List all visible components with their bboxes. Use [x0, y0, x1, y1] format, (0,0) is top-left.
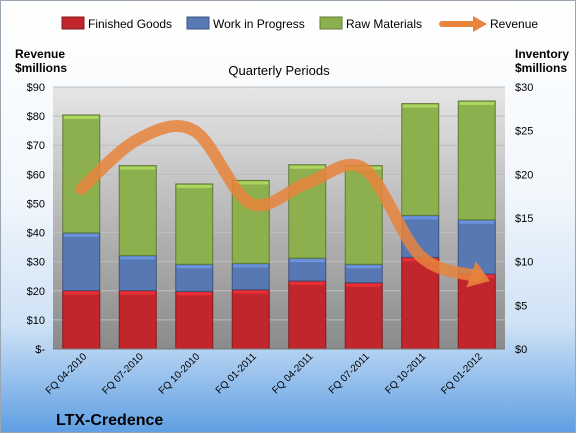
right-axis-ticks: $0 $5 $10 $15 $20 $25 $30	[515, 82, 533, 356]
x-tick-label: FQ 01-2012	[439, 351, 485, 397]
left-tick-label: $70	[27, 140, 45, 152]
bar-highlight	[289, 165, 325, 169]
x-tick-label: FQ 10-2010	[157, 351, 203, 397]
bar-highlight	[233, 181, 269, 185]
bar-highlight	[346, 283, 382, 287]
bar-work-in-progress	[231, 262, 270, 291]
bar-work-in-progress	[175, 263, 214, 292]
bar-highlight	[176, 292, 212, 296]
bar-work-in-progress	[118, 255, 157, 291]
bar-highlight	[120, 256, 156, 260]
bar-highlight	[233, 264, 269, 268]
bar-highlight	[176, 265, 212, 269]
right-tick-label: $20	[515, 169, 533, 181]
bar-finished-goods	[62, 289, 101, 350]
right-tick-label: $15	[515, 213, 533, 225]
left-tick-label: $10	[27, 315, 45, 327]
legend-label-finished-goods: Finished Goods	[88, 17, 172, 31]
legend-swatch-finished-goods	[61, 16, 85, 30]
x-tick-label: FQ 07-2011	[327, 351, 372, 396]
x-tick-label: FQ 01-2011	[214, 351, 259, 396]
bar-raw-materials	[457, 100, 496, 221]
bar-work-in-progress	[62, 232, 101, 291]
left-axis-title-line2: $millions	[15, 61, 67, 75]
bar-highlight	[289, 281, 325, 285]
left-tick-label: $20	[27, 286, 45, 298]
legend-arrow-revenue	[473, 16, 487, 32]
bar-highlight	[233, 290, 269, 294]
bar-highlight	[63, 233, 99, 237]
left-tick-label: $50	[27, 198, 45, 210]
x-tick-label: FQ 04-2010	[44, 351, 90, 397]
left-tick-label: $-	[35, 344, 45, 356]
company-name: LTX-Credence	[56, 412, 163, 429]
bar-raw-materials	[118, 165, 157, 257]
legend-swatch-raw-materials	[319, 16, 343, 30]
left-axis-ticks: $- $10 $20 $30 $40 $50 $60 $70 $80 $90	[27, 82, 46, 356]
legend: Finished Goods Work in Progress Raw Mate…	[61, 16, 538, 32]
legend-label-revenue: Revenue	[490, 17, 538, 31]
bar-highlight	[120, 291, 156, 295]
right-tick-label: $10	[515, 257, 533, 269]
bar-finished-goods	[175, 290, 214, 350]
bar-highlight	[63, 291, 99, 295]
bar-finished-goods	[231, 289, 270, 350]
left-tick-label: $80	[27, 111, 45, 123]
bar-highlight	[346, 265, 382, 269]
bars	[62, 100, 496, 350]
legend-label-work-in-progress: Work in Progress	[213, 17, 305, 31]
bar-highlight	[459, 220, 495, 224]
chart-title: Quarterly Periods	[228, 63, 330, 78]
bar-highlight	[63, 115, 99, 119]
bar-highlight	[459, 101, 495, 105]
bar-highlight	[176, 184, 212, 188]
right-axis-title-line2: $millions	[515, 61, 567, 75]
bar-raw-materials	[401, 103, 440, 216]
revenue-line-layer	[75, 120, 490, 288]
bar-finished-goods	[457, 273, 496, 350]
left-tick-label: $30	[27, 257, 45, 269]
left-tick-label: $60	[27, 169, 45, 181]
right-tick-label: $0	[515, 344, 527, 356]
bar-highlight	[289, 259, 325, 263]
bar-finished-goods	[344, 282, 383, 350]
x-axis-labels: FQ 04-2010 FQ 07-2010 FQ 10-2010 FQ 01-2011…	[44, 351, 485, 397]
bar-finished-goods	[118, 289, 157, 350]
legend-label-raw-materials: Raw Materials	[346, 17, 422, 31]
bar-highlight	[402, 216, 438, 220]
bar-raw-materials	[175, 183, 214, 265]
x-tick-label: FQ 10-2011	[383, 351, 428, 396]
right-tick-label: $25	[515, 126, 533, 138]
right-tick-label: $30	[515, 82, 533, 94]
x-tick-label: FQ 07-2010	[100, 351, 146, 397]
bar-highlight	[120, 166, 156, 170]
bar-finished-goods	[288, 280, 327, 350]
legend-swatch-work-in-progress	[186, 16, 210, 30]
x-tick-label: FQ 04-2011	[270, 351, 315, 396]
revenue-arrow	[466, 261, 490, 288]
left-tick-label: $40	[27, 228, 45, 240]
bar-highlight	[402, 104, 438, 108]
left-tick-label: $90	[27, 82, 45, 94]
revenue-line	[75, 120, 483, 283]
left-axis-title-line1: Revenue	[15, 47, 65, 61]
right-tick-label: $5	[515, 300, 527, 312]
right-axis-title-line1: Inventory	[515, 47, 569, 61]
